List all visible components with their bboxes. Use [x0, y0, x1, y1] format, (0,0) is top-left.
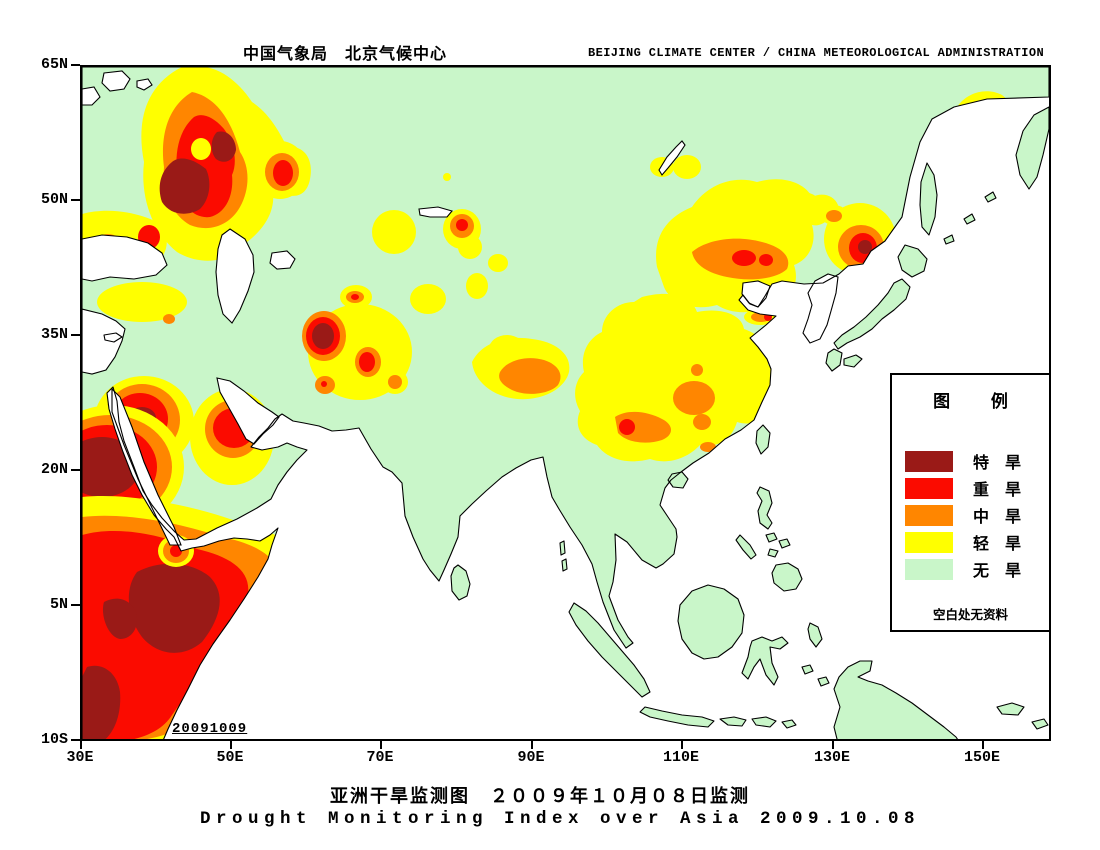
sea-layer: [82, 70, 839, 546]
map-svg: [82, 67, 1049, 739]
y-tick: [71, 604, 80, 606]
x-axis-label: 50E: [216, 749, 244, 766]
y-axis-label: 10S: [40, 731, 68, 748]
x-axis-label: 90E: [517, 749, 545, 766]
x-axis-label: 30E: [66, 749, 94, 766]
drought-map: [80, 65, 1051, 741]
legend-item-label: 特 旱: [973, 455, 1022, 472]
no-drought-swatch: [905, 558, 953, 580]
legend-note: 空白处无资料: [932, 608, 1008, 622]
x-tick: [80, 741, 82, 749]
legend-item-extreme-drought: 特 旱: [905, 449, 1021, 473]
legend-item-label: 无 旱: [973, 563, 1022, 580]
drought-layer: [82, 67, 1010, 739]
legend-title: 图 例: [933, 392, 1020, 411]
y-axis-label: 50N: [40, 191, 68, 208]
y-tick: [71, 64, 80, 66]
legend-box: 图 例 特 旱 重 旱 中 旱 轻 旱 无 旱 空白处无资料: [890, 373, 1051, 632]
footer-title-english: Drought Monitoring Index over Asia 2009.…: [199, 809, 921, 829]
light-drought-swatch: [905, 531, 953, 553]
y-axis-label: 65N: [40, 56, 68, 73]
legend-item-label: 中 旱: [973, 509, 1022, 526]
header-title-chinese: 中国气象局 北京气候中心: [243, 46, 448, 63]
x-axis-label: 130E: [813, 749, 850, 766]
x-tick: [982, 741, 984, 749]
legend-item-label: 轻 旱: [973, 536, 1022, 553]
y-tick: [71, 334, 80, 336]
y-axis-label: 20N: [40, 461, 68, 478]
severe-drought-swatch: [905, 477, 953, 499]
moderate-drought-swatch: [905, 504, 953, 526]
x-axis-label: 70E: [366, 749, 394, 766]
legend-rows: 特 旱 重 旱 中 旱 轻 旱 无 旱: [905, 449, 1021, 584]
extreme-drought-swatch: [905, 450, 953, 472]
y-tick: [71, 199, 80, 201]
x-tick: [681, 741, 683, 749]
y-tick: [71, 469, 80, 471]
y-tick: [71, 739, 80, 741]
legend-item-moderate-drought: 中 旱: [905, 503, 1021, 527]
legend-item-no-drought: 无 旱: [905, 557, 1021, 581]
x-axis-label: 150E: [963, 749, 1000, 766]
legend-item-light-drought: 轻 旱: [905, 530, 1021, 554]
map-date-stamp: 20091009: [172, 721, 248, 737]
y-axis-label: 35N: [40, 326, 68, 343]
x-tick: [832, 741, 834, 749]
footer-title-chinese: 亚洲干旱监测图 ２００９年１０月０８日监测: [330, 786, 750, 806]
x-tick: [531, 741, 533, 749]
y-axis-label: 5N: [49, 596, 68, 613]
x-axis-label: 110E: [662, 749, 699, 766]
legend-item-severe-drought: 重 旱: [905, 476, 1021, 500]
header-title-english: BEIJING CLIMATE CENTER / CHINA METEOROLO…: [588, 46, 1045, 60]
x-tick: [380, 741, 382, 749]
x-tick: [230, 741, 232, 749]
legend-item-label: 重 旱: [973, 482, 1022, 499]
